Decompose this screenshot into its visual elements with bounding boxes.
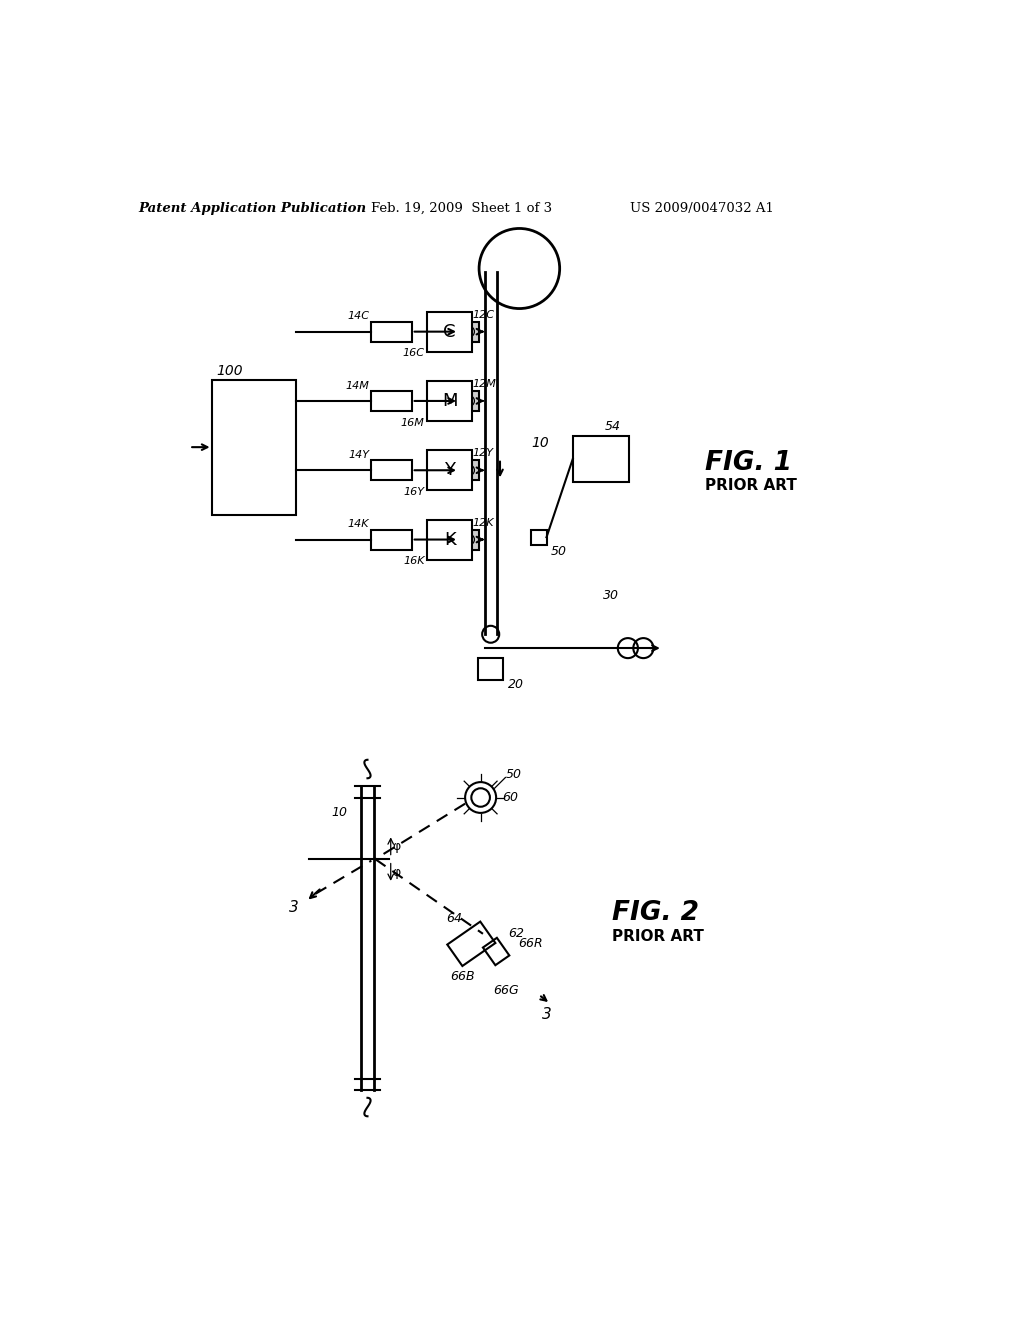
Circle shape [467,537,471,541]
Text: 66G: 66G [493,983,518,997]
Text: φ: φ [392,840,400,853]
Text: FIG. 2: FIG. 2 [612,900,699,927]
Text: 64: 64 [446,912,462,925]
FancyBboxPatch shape [459,391,479,411]
Text: 100: 100 [216,364,243,378]
Text: 50: 50 [506,768,521,781]
Text: 14M: 14M [345,380,369,391]
Text: 12M: 12M [473,379,497,389]
Text: 14C: 14C [347,312,369,321]
FancyBboxPatch shape [372,322,412,342]
Text: 50: 50 [550,545,566,557]
Text: PRIOR ART: PRIOR ART [612,928,705,944]
Text: 16K: 16K [403,556,425,566]
Text: 3: 3 [289,900,299,915]
FancyBboxPatch shape [459,529,479,549]
Text: 10: 10 [332,807,347,820]
FancyBboxPatch shape [427,520,472,560]
Text: 60: 60 [503,791,518,804]
Text: 16C: 16C [402,348,425,358]
Text: C: C [443,322,456,341]
Text: 12Y: 12Y [473,449,494,458]
Text: FIG. 1: FIG. 1 [706,450,793,475]
Text: 30: 30 [603,589,620,602]
FancyBboxPatch shape [427,312,472,351]
Text: 66B: 66B [451,970,475,983]
FancyBboxPatch shape [372,529,412,549]
FancyBboxPatch shape [427,450,472,490]
Text: 54: 54 [604,420,621,433]
Text: 10: 10 [531,437,549,450]
Text: PRIOR ART: PRIOR ART [706,478,798,494]
FancyBboxPatch shape [372,461,412,480]
FancyBboxPatch shape [531,529,547,545]
Text: K: K [443,531,456,549]
Text: US 2009/0047032 A1: US 2009/0047032 A1 [630,202,773,215]
Text: Feb. 19, 2009  Sheet 1 of 3: Feb. 19, 2009 Sheet 1 of 3 [371,202,552,215]
Text: 12K: 12K [473,517,495,528]
Text: 20: 20 [508,677,523,690]
Text: 14K: 14K [347,519,369,529]
FancyBboxPatch shape [427,381,472,421]
Text: 14Y: 14Y [348,450,369,459]
Text: 66R: 66R [518,937,543,950]
FancyBboxPatch shape [478,659,503,680]
Text: 12C: 12C [473,310,495,319]
Text: 16M: 16M [401,417,425,428]
Text: 62: 62 [509,927,524,940]
Text: M: M [442,392,458,411]
Text: 3: 3 [542,1007,551,1022]
FancyBboxPatch shape [459,322,479,342]
Text: 16Y: 16Y [403,487,425,496]
Circle shape [467,399,471,403]
FancyBboxPatch shape [212,380,296,515]
Text: φ: φ [392,866,400,879]
Text: Patent Application Publication: Patent Application Publication [138,202,366,215]
FancyBboxPatch shape [372,391,412,411]
Circle shape [467,469,471,473]
Text: Y: Y [444,461,455,479]
Circle shape [467,330,471,334]
FancyBboxPatch shape [459,461,479,480]
FancyBboxPatch shape [572,436,629,482]
